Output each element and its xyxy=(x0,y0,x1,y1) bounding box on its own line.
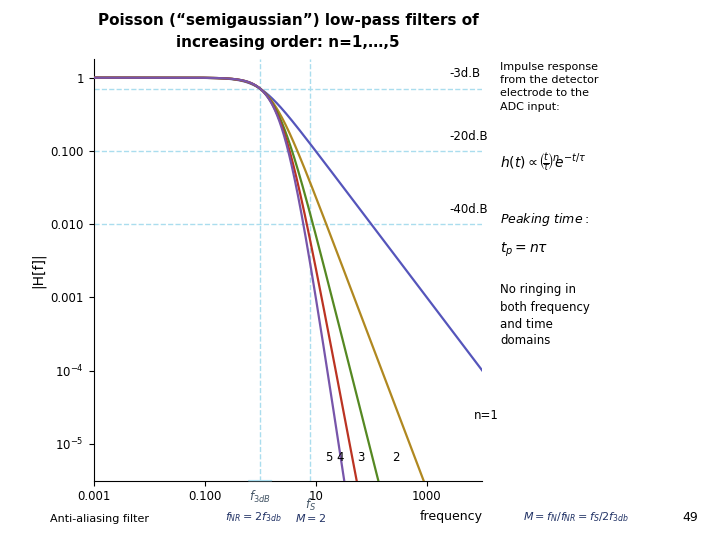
Text: Impulse response
from the detector
electrode to the
ADC input:: Impulse response from the detector elect… xyxy=(500,62,599,112)
Text: No ringing in
both frequency
and time
domains: No ringing in both frequency and time do… xyxy=(500,284,590,348)
Text: Anti-aliasing filter: Anti-aliasing filter xyxy=(50,514,150,524)
Text: -40d.B: -40d.B xyxy=(449,203,487,216)
Text: $f_S$: $f_S$ xyxy=(305,497,316,513)
Text: 3: 3 xyxy=(357,451,364,464)
Text: 4: 4 xyxy=(337,451,344,464)
Text: -3d.B: -3d.B xyxy=(449,68,480,80)
Text: n=1: n=1 xyxy=(474,409,499,422)
Text: $t_p = n\tau$: $t_p = n\tau$ xyxy=(500,240,549,259)
Text: $f_{NR}=2f_{3db}$: $f_{NR}=2f_{3db}$ xyxy=(225,510,282,524)
Text: 2: 2 xyxy=(392,451,400,464)
Text: frequency: frequency xyxy=(419,510,482,523)
Text: -20d.B: -20d.B xyxy=(449,130,487,143)
Text: $h(t) \propto \!\left(\!\frac{t}{\tau}\!\right)^{\!n}\!\! e^{-t/\tau}$: $h(t) \propto \!\left(\!\frac{t}{\tau}\!… xyxy=(500,151,587,173)
Text: increasing order: n=1,…,5: increasing order: n=1,…,5 xyxy=(176,35,400,50)
Text: $M=2$: $M=2$ xyxy=(294,512,326,524)
Text: 49: 49 xyxy=(683,511,698,524)
Text: $f_{3dB}$: $f_{3dB}$ xyxy=(249,489,271,505)
Text: Poisson (“semigaussian”) low-pass filters of: Poisson (“semigaussian”) low-pass filter… xyxy=(98,14,478,29)
Text: $M=f_N/f_{NR}=f_S/2f_{3db}$: $M=f_N/f_{NR}=f_S/2f_{3db}$ xyxy=(523,510,629,524)
Text: 5: 5 xyxy=(325,451,332,464)
Y-axis label: |H[f]|: |H[f]| xyxy=(30,252,45,288)
Text: $\it{Peaking\ time}:$: $\it{Peaking\ time}:$ xyxy=(500,211,590,227)
